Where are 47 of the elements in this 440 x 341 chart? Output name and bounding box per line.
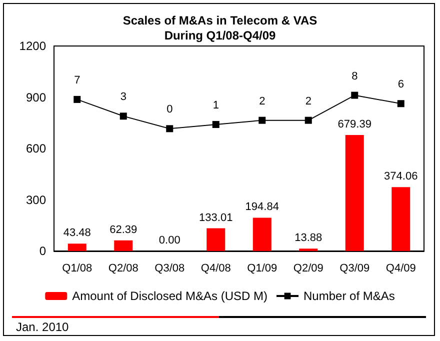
data-label: 3	[120, 91, 126, 104]
y-tick-label: 300	[26, 192, 46, 207]
y-tick-label: 900	[26, 90, 46, 104]
data-label: 6	[398, 78, 404, 91]
chart-title: Scales of M&As in Telecom & VAS During Q1/08-Q4/09	[122, 14, 318, 42]
point	[258, 116, 266, 124]
bar	[345, 134, 364, 251]
y-tick-label: 1200	[19, 39, 46, 53]
x-tick-label: Q3/08	[154, 262, 185, 274]
x-tick-label: Q2/08	[108, 262, 138, 274]
x-tick-label: Q4/09	[386, 262, 416, 274]
x-tick-label: Q1/08	[62, 262, 92, 274]
data-label: 2	[305, 95, 312, 108]
data-label: 13.88	[294, 232, 322, 244]
y-tick-label: 600	[26, 142, 46, 156]
y-tick-label: 0	[39, 244, 46, 258]
legend-label: Number of M&As	[304, 289, 395, 303]
data-label: 133.01	[199, 212, 233, 224]
x-tick-label: Q3/09	[340, 262, 370, 274]
point	[120, 112, 127, 120]
data-label: 7	[74, 74, 80, 86]
bar	[252, 218, 272, 251]
data-label: 0	[166, 104, 173, 116]
point	[351, 92, 358, 99]
point	[397, 100, 404, 108]
data-label: 0.00	[158, 234, 180, 246]
point	[212, 120, 220, 128]
data-label: 374.06	[384, 170, 418, 183]
x-tick-label: Q4/08	[200, 262, 231, 274]
text: Jan. 2010	[16, 320, 69, 334]
bar	[392, 187, 410, 251]
point	[74, 96, 81, 103]
data-label: 194.84	[245, 201, 279, 214]
bar	[206, 228, 226, 251]
data-label: 2	[259, 95, 266, 108]
bar	[68, 244, 86, 251]
point	[166, 125, 174, 132]
data-label: 1	[212, 99, 219, 112]
x-tick-label: Q1/09	[247, 262, 278, 274]
data-label: 62.39	[110, 224, 138, 236]
bar	[114, 240, 133, 251]
data-label: 43.48	[63, 227, 91, 240]
point	[304, 116, 312, 124]
legend-label: Amount of Disclosed M&As (USD M)	[72, 289, 268, 303]
data-label: 679.39	[338, 118, 372, 130]
x-tick-label: Q2/09	[293, 262, 324, 274]
data-label: 8	[352, 70, 358, 82]
